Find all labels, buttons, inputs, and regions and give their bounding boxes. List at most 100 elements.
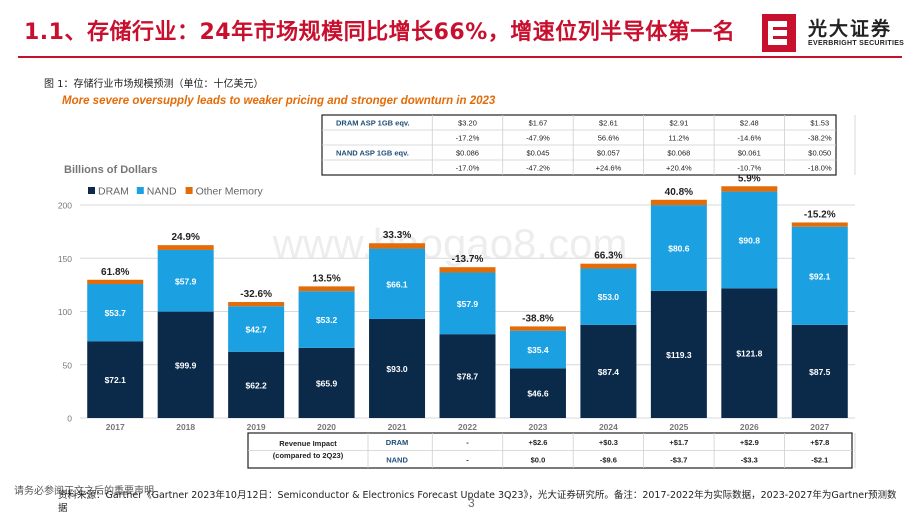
growth-label: -38.8%: [522, 313, 554, 324]
bar-dram: [650, 290, 707, 418]
bar-dram: [228, 351, 285, 418]
source-text: 资料来源：Gartner《Gartner 2023年10月12日：Semicon…: [58, 490, 897, 514]
bar-other-memory: [439, 267, 496, 273]
x-tick-label: 2023: [528, 422, 547, 432]
asp-cell: $0.086: [456, 149, 479, 158]
bar-value-label: $99.9: [175, 360, 197, 370]
legend-swatch: [136, 187, 144, 194]
y-tick-label: 200: [58, 201, 72, 211]
bar-other-memory: [721, 186, 778, 192]
asp-cell: $0.045: [526, 149, 549, 158]
bar-nand: [580, 268, 637, 325]
growth-label: -15.2%: [804, 209, 836, 220]
asp-cell: $0.061: [738, 149, 761, 158]
revenue-row-label: DRAM: [386, 438, 409, 447]
bars: $72.1 $53.7 61.8% $99.9 $57.9 24.9% $62.2 $42.7…: [87, 173, 848, 418]
bar-dram: [87, 341, 144, 418]
bar-nand: [228, 306, 285, 352]
asp-cell: $0.050: [808, 149, 831, 158]
y-tick-label: 100: [58, 307, 72, 317]
bar-value-label: $87.4: [598, 367, 620, 377]
bar-nand: [298, 291, 355, 348]
bar-nand: [650, 205, 707, 291]
legend-swatch: [185, 187, 193, 194]
legend-label: Other Memory: [196, 186, 264, 198]
revenue-cell: -$3.3: [741, 456, 758, 465]
y-ticks: 0 50 100 150 200: [58, 201, 72, 424]
bar-other-memory: [791, 222, 848, 227]
asp-cell: +20.4%: [666, 164, 692, 173]
bar-value-label: $53.7: [105, 308, 127, 318]
asp-cell: +24.6%: [596, 164, 622, 173]
x-tick-label: 2024: [599, 422, 618, 432]
bar-other-memory: [157, 245, 214, 250]
bar-value-label: $35.4: [527, 345, 549, 355]
revenue-table-header-line1: Revenue Impact: [279, 439, 337, 448]
asp-cell: $2.91: [669, 119, 688, 128]
bar-dram: [157, 311, 214, 418]
y-tick-label: 150: [58, 254, 72, 264]
bar-value-label: $80.6: [668, 244, 690, 254]
asp-cell: $2.48: [740, 119, 759, 128]
growth-label: -13.7%: [452, 254, 484, 265]
x-tick-label: 2025: [669, 422, 688, 432]
revenue-cell: -$9.6: [600, 456, 617, 465]
asp-row-label: NAND ASP 1GB eqv.: [336, 149, 409, 158]
asp-cell: $2.61: [599, 119, 618, 128]
disclaimer-note: 请务必参阅正文之后的重要声明: [14, 486, 154, 497]
bar-value-label: $53.0: [598, 292, 620, 302]
bar-nand: [87, 284, 144, 342]
revenue-table-header-line2: (compared to 2Q23): [273, 451, 344, 460]
asp-cell: $1.53: [810, 119, 829, 128]
brand-logo-icon: [762, 14, 796, 52]
chart-subtitle: More severe oversupply leads to weaker p…: [62, 95, 496, 107]
bar-value-label: $57.9: [457, 299, 479, 309]
bar-other-memory: [87, 279, 144, 285]
revenue-cell: +$7.8: [810, 438, 829, 447]
bar-nand: [439, 272, 496, 335]
brand-name-cn: 光大证券: [808, 18, 893, 40]
asp-cell: -38.2%: [808, 134, 832, 143]
x-tick-label: 2018: [176, 422, 195, 432]
asp-cell: -17.0%: [456, 164, 480, 173]
bar-nand: [721, 191, 778, 289]
bar-value-label: $93.0: [386, 364, 408, 374]
bar-dram: [369, 318, 426, 418]
growth-label: 66.3%: [594, 251, 622, 262]
growth-label: 5.9%: [738, 173, 761, 184]
asp-cell: -14.6%: [737, 134, 761, 143]
bar-other-memory: [228, 302, 285, 307]
bar-other-memory: [369, 243, 426, 249]
x-tick-label: 2022: [458, 422, 477, 432]
x-tick-label: 2019: [247, 422, 266, 432]
y-tick-label: 50: [63, 360, 73, 370]
bar-value-label: $87.5: [809, 367, 831, 377]
bar-value-label: $57.9: [175, 276, 197, 286]
revenue-cell: +$2.6: [528, 438, 547, 447]
page-title: 1.1、存储行业：24年市场规模同比增长66%，增速位列半导体第一名: [24, 20, 736, 45]
watermark: www.baogao8.com: [272, 220, 628, 267]
bar-value-label: $72.1: [105, 375, 127, 385]
legend-label: DRAM: [98, 186, 129, 198]
revenue-impact-table: Revenue Impact (compared to 2Q23) DRAM - +$2…: [247, 432, 856, 469]
bar-other-memory: [509, 326, 566, 331]
revenue-cell: -$3.7: [670, 456, 687, 465]
asp-cell: 56.6%: [598, 134, 620, 143]
revenue-row-label: NAND: [386, 456, 408, 465]
asp-cell: $0.068: [667, 149, 690, 158]
bar-value-label: $78.7: [457, 372, 479, 382]
bar-dram: [439, 334, 496, 418]
bar-value-label: $65.9: [316, 378, 338, 388]
x-tick-label: 2027: [810, 422, 829, 432]
bar-value-label: $92.1: [809, 271, 831, 281]
asp-cell: $3.20: [458, 119, 477, 128]
y-axis-label: Billions of Dollars: [64, 164, 158, 176]
chart-legend: DRAM NAND Other Memory: [88, 186, 263, 198]
bar-nand: [369, 248, 426, 319]
asp-table: DRAM ASP 1GB eqv. $3.20 $1.67 $2.61 $2.91 $2.…: [321, 114, 856, 176]
growth-label: -32.6%: [240, 289, 272, 300]
asp-cell: -10.7%: [737, 164, 761, 173]
revenue-cell: +$1.7: [669, 438, 688, 447]
growth-label: 40.8%: [665, 187, 693, 198]
